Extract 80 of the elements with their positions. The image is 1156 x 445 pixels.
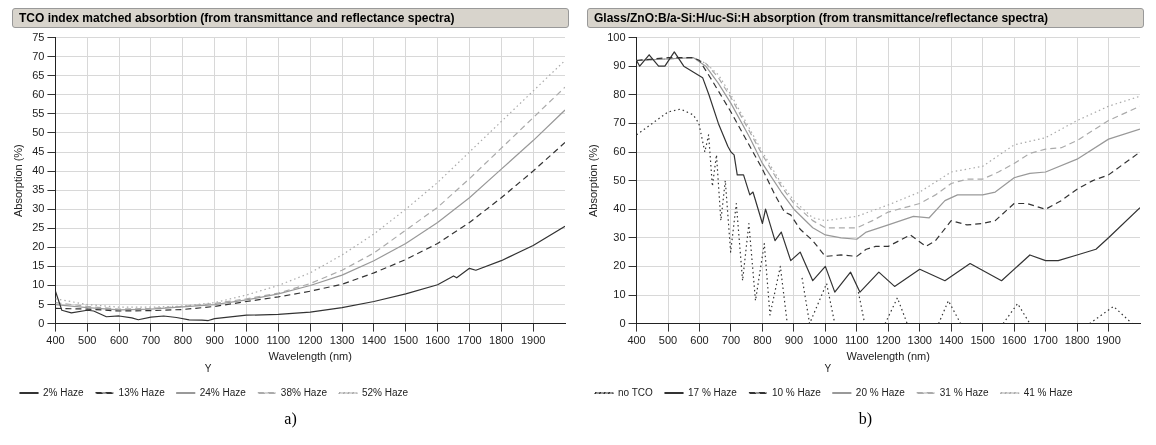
legend-title: Y	[824, 362, 832, 374]
legend-label: 24% Haze	[199, 386, 247, 398]
x-tick-label: 1200	[297, 334, 323, 347]
x-tick-label: 400	[627, 334, 646, 347]
legend-label: 41 % Haze	[1023, 386, 1074, 398]
y-tick-label: 10	[613, 288, 626, 301]
x-tick-label: 1200	[876, 334, 901, 347]
legend-label: 52% Haze	[361, 386, 409, 398]
x-tick-label: 1400	[361, 334, 387, 347]
legend-label: 20 % Haze	[855, 386, 906, 398]
x-tick-label: 1000	[234, 334, 259, 347]
y-tick-label: 10	[32, 278, 45, 291]
legend-label: 17 % Haze	[688, 386, 738, 398]
x-tick-label: 1600	[1001, 334, 1027, 347]
x-tick-label: 1100	[844, 334, 869, 347]
text: b)	[858, 410, 873, 428]
x-tick-label: 800	[753, 334, 772, 347]
y-tick-label: 0	[38, 316, 45, 329]
y-tick-label: 80	[613, 87, 626, 100]
legend-label: 2% Haze	[43, 386, 85, 398]
y-tick-label: 25	[32, 221, 45, 234]
x-tick-label: 600	[109, 334, 129, 347]
y-tick-label: 0	[619, 316, 626, 329]
y-tick-label: 30	[32, 202, 45, 215]
legend-label: 38% Haze	[280, 386, 328, 398]
y-tick-label: 5	[38, 297, 45, 310]
y-tick-label: 20	[32, 240, 45, 253]
x-tick-label: 500	[78, 334, 97, 347]
x-tick-label: 500	[658, 334, 678, 347]
y-tick-label: 60	[613, 145, 626, 158]
x-tick-label: 1600	[425, 334, 450, 347]
x-axis-title: Wavelength (nm)	[846, 350, 930, 363]
x-tick-label: 600	[690, 334, 709, 347]
x-tick-label: 900	[205, 334, 224, 347]
legend-label: 13% Haze	[118, 386, 166, 398]
y-tick-label: 90	[613, 59, 626, 72]
x-tick-label: 1900	[1096, 334, 1121, 347]
x-tick-label: 1700	[457, 334, 482, 347]
y-tick-label: 65	[32, 68, 45, 81]
x-tick-label: 900	[784, 334, 804, 347]
x-tick-label: 1500	[393, 334, 418, 347]
x-tick-label: 1900	[520, 334, 546, 347]
y-tick-label: 30	[613, 230, 626, 243]
y-tick-label: 75	[32, 30, 45, 43]
x-tick-label: 700	[141, 334, 161, 347]
x-tick-label: 1000	[813, 334, 838, 347]
legend-label: 31 % Haze	[939, 386, 990, 398]
chart-title: Glass/ZnO:B/a-Si:H/uc-Si:H absorption (from transmittance/reflectance spectra)	[587, 8, 1144, 28]
y-tick-label: 45	[32, 145, 45, 158]
y-tick-label: 35	[32, 183, 45, 196]
y-axis-title: Absorption (%)	[586, 144, 599, 217]
y-tick-label: 55	[32, 106, 45, 119]
y-tick-label: 100	[607, 30, 626, 43]
x-tick-label: 1400	[938, 334, 964, 347]
legend-title: Y	[204, 362, 212, 374]
y-tick-label: 70	[613, 116, 626, 129]
x-tick-label: 1500	[970, 334, 995, 347]
x-tick-label: 1100	[266, 334, 291, 347]
y-tick-label: 70	[32, 49, 45, 62]
x-tick-label: 400	[46, 334, 65, 347]
x-axis-title: Wavelength (nm)	[268, 350, 352, 363]
x-tick-label: 700	[721, 334, 741, 347]
x-tick-label: 1300	[329, 334, 355, 347]
x-tick-label: 800	[173, 334, 193, 347]
legend-label: 10 % Haze	[771, 386, 822, 398]
y-tick-label: 50	[613, 173, 626, 186]
y-tick-label: 60	[32, 87, 45, 100]
x-tick-label: 1800	[1064, 334, 1090, 347]
y-tick-label: 50	[32, 125, 45, 138]
y-tick-label: 40	[32, 164, 45, 177]
y-tick-label: 20	[613, 259, 626, 272]
legend-label: no TCO	[618, 386, 654, 398]
y-tick-label: 40	[613, 202, 626, 215]
y-axis-title: Absorption (%)	[11, 144, 24, 217]
text: a)	[284, 410, 297, 428]
x-tick-label: 1800	[489, 334, 514, 347]
chart-title: TCO index matched absorbtion (from transmittance and reflectance spectra)	[12, 8, 569, 28]
x-tick-label: 1300	[907, 334, 932, 347]
x-tick-label: 1700	[1033, 334, 1058, 347]
y-tick-label: 15	[32, 259, 45, 272]
